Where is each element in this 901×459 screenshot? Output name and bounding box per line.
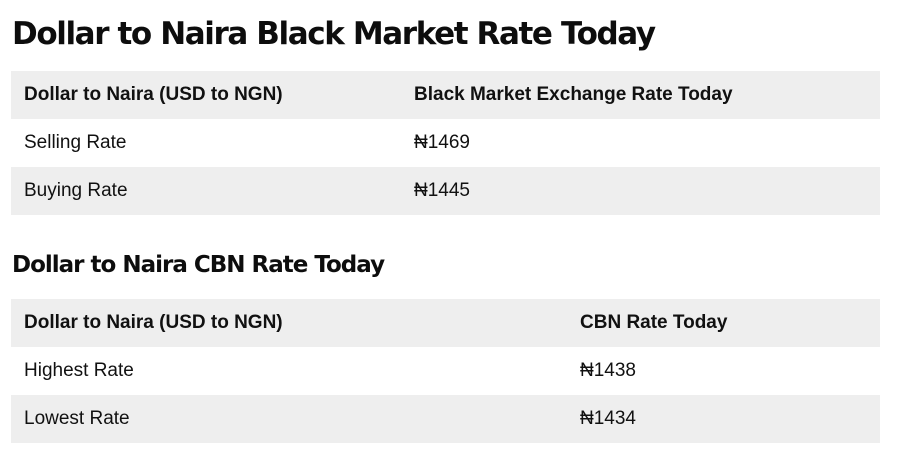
- row-label: Lowest Rate: [24, 408, 130, 429]
- row-label: Selling Rate: [24, 132, 127, 153]
- row-value: ₦1469: [414, 132, 470, 153]
- table-header-row: Dollar to Naira (USD to NGN) CBN Rate To…: [11, 299, 880, 347]
- row-label: Highest Rate: [24, 360, 134, 381]
- column-header-rate: CBN Rate Today: [580, 312, 728, 333]
- table-row-lowest: Lowest Rate ₦1434: [11, 395, 880, 443]
- row-label: Buying Rate: [24, 180, 128, 201]
- black-market-heading: Dollar to Naira Black Market Rate Today: [12, 16, 656, 52]
- row-value: ₦1434: [580, 408, 636, 429]
- column-header-pair: Dollar to Naira (USD to NGN): [24, 84, 283, 105]
- row-value: ₦1445: [414, 180, 470, 201]
- black-market-table: Dollar to Naira (USD to NGN) Black Marke…: [11, 71, 880, 215]
- column-header-pair: Dollar to Naira (USD to NGN): [24, 312, 283, 333]
- table-row-selling: Selling Rate ₦1469: [11, 119, 880, 167]
- cbn-heading: Dollar to Naira CBN Rate Today: [12, 252, 385, 278]
- cbn-table: Dollar to Naira (USD to NGN) CBN Rate To…: [11, 299, 880, 443]
- row-value: ₦1438: [580, 360, 636, 381]
- table-row-buying: Buying Rate ₦1445: [11, 167, 880, 215]
- table-header-row: Dollar to Naira (USD to NGN) Black Marke…: [11, 71, 880, 119]
- column-header-rate: Black Market Exchange Rate Today: [414, 84, 733, 105]
- table-row-highest: Highest Rate ₦1438: [11, 347, 880, 395]
